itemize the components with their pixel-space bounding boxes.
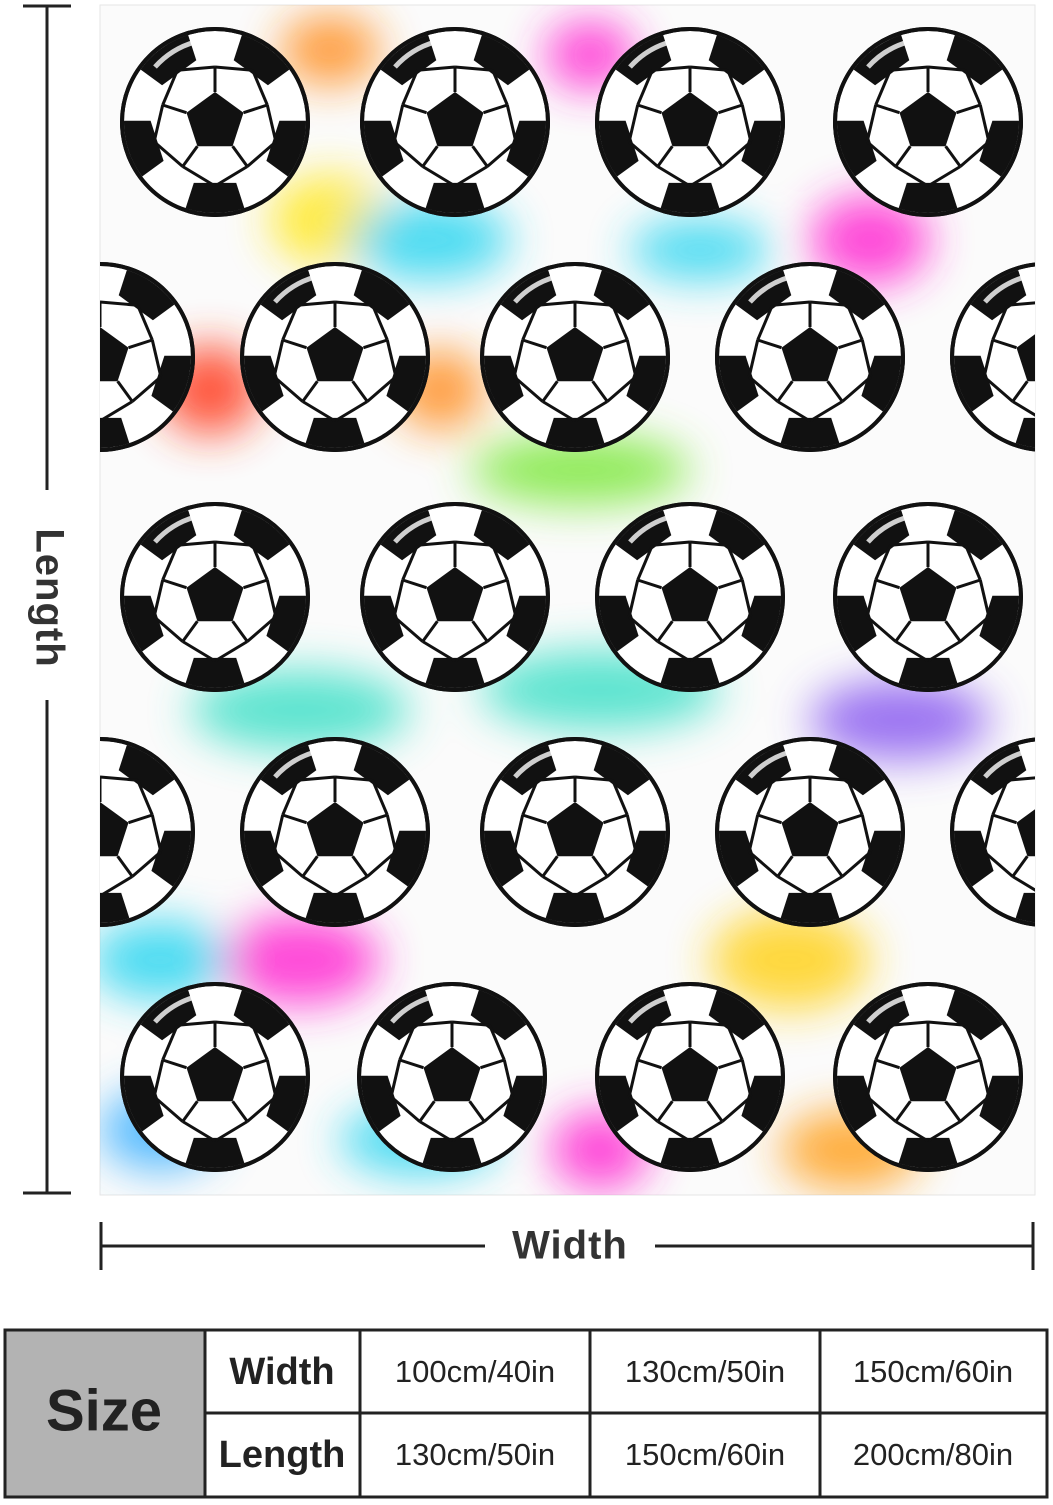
- size-label: Size: [46, 1378, 162, 1443]
- corner-cell: [5, 1330, 205, 1497]
- blanket: [99, 4, 1053, 1203]
- row-header: Length: [219, 1434, 346, 1476]
- table-cell: 150cm/60in: [625, 1437, 785, 1472]
- width-dimension: Width: [99, 1222, 1035, 1270]
- row-header: Width: [229, 1351, 334, 1393]
- table-cell: 150cm/60in: [853, 1354, 1013, 1389]
- table-cell: 130cm/50in: [625, 1354, 785, 1389]
- table-cell: 130cm/50in: [395, 1437, 555, 1472]
- paint-splashes: [100, 15, 1053, 1203]
- width-label: Width: [512, 1224, 628, 1268]
- length-label: Length: [27, 528, 71, 667]
- table-cell: 200cm/80in: [853, 1437, 1013, 1472]
- size-table: Size Width 100cm/40in 130cm/50in 150cm/60in…: [3, 1328, 1049, 1499]
- table-cell: 100cm/40in: [395, 1354, 555, 1389]
- length-dimension: Length: [23, 4, 71, 1195]
